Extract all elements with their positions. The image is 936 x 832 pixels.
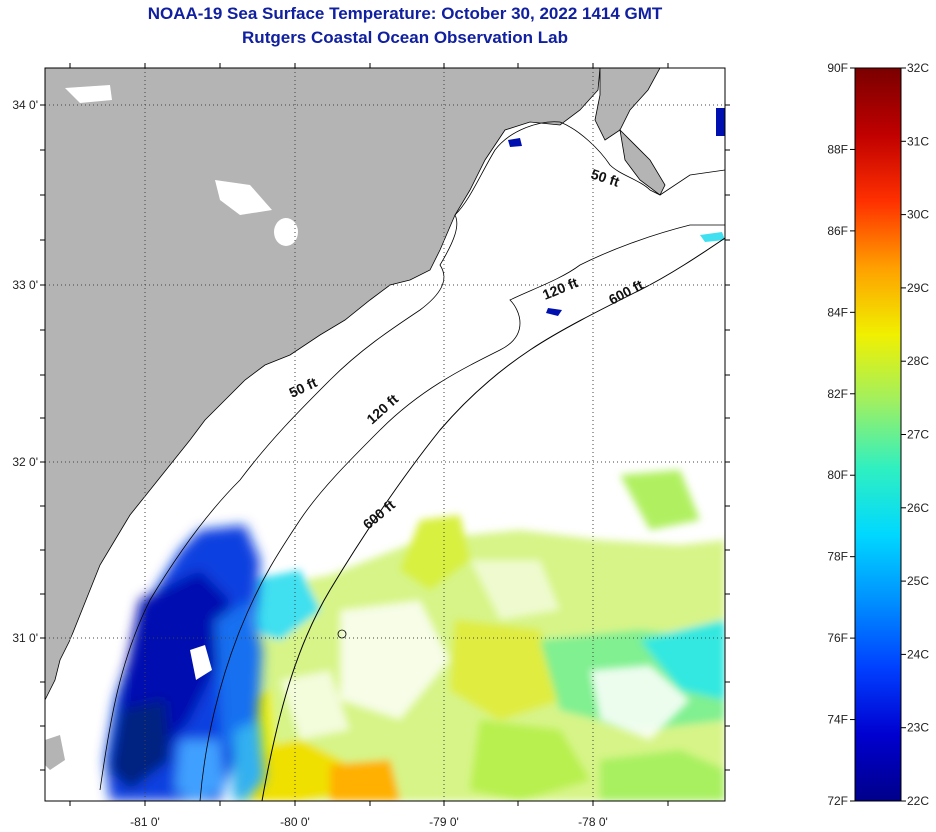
inlet-cold-spot [508,138,522,147]
fahrenheit-label: 78F [827,550,848,564]
fahrenheit-label: 72F [827,794,848,808]
land-cloud-4 [70,620,88,650]
contour-50ft-north [454,121,661,216]
celsius-label: 26C [907,501,929,515]
fahrenheit-label: 76F [827,631,848,645]
fahrenheit-label: 88F [827,142,848,156]
celsius-label: 31C [907,134,929,148]
color-scale: 90F 88F 86F 84F 82F 80F 78F 76F 74F 72F 32C 31C 30C… [827,61,929,808]
color-scale-bar [854,67,902,802]
celsius-label: 30C [907,208,929,222]
celsius-labels: 32C 31C 30C 29C 28C 27C 26C 25C 24C 23C 22C [901,61,929,808]
celsius-label: 32C [907,61,929,75]
land-cloud-2 [215,180,272,215]
fahrenheit-label: 74F [827,713,848,727]
map-subtitle: Rutgers Coastal Ocean Observation Lab [242,28,568,47]
fahrenheit-label: 84F [827,305,848,319]
cloud-gap-inner [190,645,212,680]
celsius-label: 28C [907,354,929,368]
celsius-label: 27C [907,428,929,442]
celsius-label: 22C [907,794,929,808]
inland-cold-spot [716,108,725,136]
lon-label-79: -79 0' [429,815,459,829]
land-cloud-1 [65,85,112,103]
fahrenheit-labels: 90F 88F 86F 84F 82F 80F 78F 76F 74F 72F [827,61,855,808]
graticule [45,68,725,801]
lat-label-33: 33 0' [12,278,38,292]
contour-600ft [261,237,725,801]
sst-map: 50 ft 120 ft 600 ft 50 ft 120 ft 600 ft … [12,63,730,829]
contour-50ft-north-ext [659,169,725,196]
map-frame-content: 50 ft 120 ft 600 ft 50 ft 120 ft 600 ft [45,68,725,801]
ne-warm-spot [700,232,725,242]
fahrenheit-label: 80F [827,468,848,482]
sst-warm-patches [240,470,725,801]
land-cloud-3 [274,218,298,246]
axis-ticks [40,63,730,806]
fahrenheit-label: 82F [827,387,848,401]
lat-label-31: 31 0' [12,631,38,645]
lon-label-81: -81 0' [130,815,160,829]
celsius-label: 29C [907,281,929,295]
lat-label-32: 32 0' [12,455,38,469]
lon-label-80: -80 0' [280,815,310,829]
fahrenheit-label: 90F [827,61,848,75]
land-mass [45,68,601,701]
cloud-gaps [280,560,690,740]
lat-label-34: 34 0' [12,98,38,112]
fahrenheit-label: 86F [827,224,848,238]
celsius-label: 23C [907,721,929,735]
offshore-cold-spot [546,308,562,316]
contour-120ft [199,224,725,801]
sst-cold-water [105,525,265,801]
lon-label-78: -78 0' [578,815,608,829]
contour-50ft [99,214,458,791]
celsius-label: 24C [907,647,929,661]
map-title: NOAA-19 Sea Surface Temperature: October… [147,4,663,23]
map-frame [44,67,726,802]
celsius-label: 25C [907,574,929,588]
land-fragment [45,735,65,770]
